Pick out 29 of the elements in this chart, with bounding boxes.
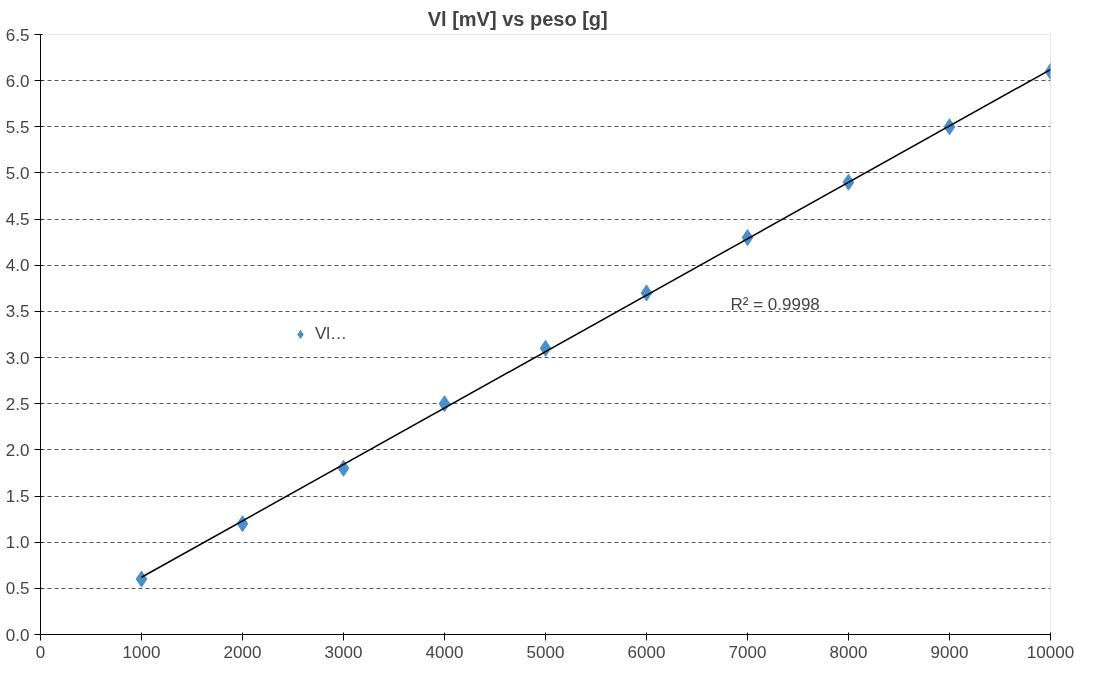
x-tick-label: 10000 (1026, 642, 1075, 662)
x-tick-label: 4000 (425, 642, 464, 662)
annotation: R² = 0.9998 (730, 295, 820, 314)
y-tick-label: 6.0 (5, 71, 30, 91)
y-tick-label: 0.0 (5, 625, 30, 645)
x-tick-label: 2000 (223, 642, 262, 662)
y-tick-label: 1.0 (5, 533, 30, 553)
y-tick-label: 6.5 (5, 25, 30, 45)
x-tick-label: 0 (35, 642, 46, 662)
x-tick-label: 3000 (324, 642, 363, 662)
y-tick-label: 0.5 (5, 579, 30, 599)
x-tick-label: 9000 (930, 642, 969, 662)
y-tick-label: 3.5 (5, 302, 30, 322)
y-tick-label: 3.0 (5, 348, 30, 368)
y-tick-label: 2.0 (5, 440, 30, 460)
x-tick-label: 1000 (122, 642, 161, 662)
x-tick-label: 7000 (728, 642, 767, 662)
x-tick-label: 6000 (627, 642, 666, 662)
y-tick-label: 5.0 (5, 163, 30, 183)
x-tick-label: 5000 (526, 642, 565, 662)
point (135, 570, 148, 588)
y-tick-label: 2.5 (5, 394, 30, 414)
chart-title: Vl [mV] vs peso [g] (427, 7, 608, 30)
x-tick-label: 8000 (829, 642, 868, 662)
y-tick-label: 5.5 (5, 117, 30, 137)
y-tick-label: 4.5 (5, 210, 30, 230)
legend-label: Vl… (315, 324, 348, 344)
y-tick-label: 1.5 (5, 487, 30, 507)
y-tick-label: 4.0 (5, 256, 30, 276)
